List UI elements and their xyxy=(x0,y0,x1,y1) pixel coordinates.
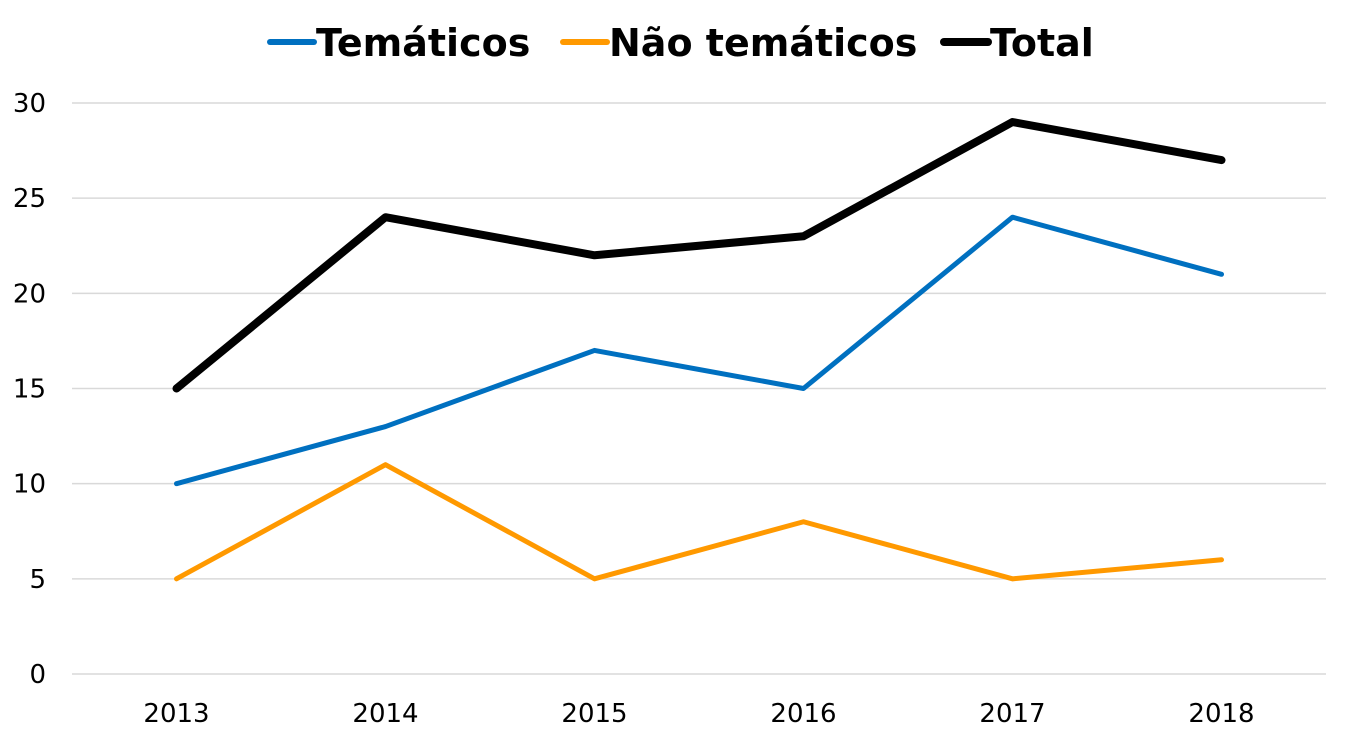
legend: Temáticos Não temáticos Total xyxy=(267,21,1094,65)
x-tick-label: 2017 xyxy=(979,699,1045,729)
y-tick-label: 20 xyxy=(13,279,46,309)
y-tick-label: 30 xyxy=(13,89,46,119)
series-line-nao-tematicos xyxy=(174,462,1224,582)
y-tick-label: 0 xyxy=(29,660,46,690)
x-tick-label: 2015 xyxy=(561,699,627,729)
gridlines xyxy=(72,102,1326,675)
series-lines xyxy=(172,118,1226,582)
y-tick-label: 25 xyxy=(13,184,46,214)
y-tick-label: 15 xyxy=(13,375,46,405)
y-tick-label: 10 xyxy=(13,470,46,500)
y-axis-tick-labels: 0 5 10 15 20 25 30 xyxy=(13,89,46,690)
legend-label-tematicos: Temáticos xyxy=(316,21,530,65)
x-tick-label: 2013 xyxy=(143,699,209,729)
x-tick-label: 2016 xyxy=(770,699,836,729)
y-tick-label: 5 xyxy=(29,565,46,595)
legend-label-nao-tematicos: Não temáticos xyxy=(609,21,917,65)
x-axis-tick-labels: 2013 2014 2015 2016 2017 2018 xyxy=(143,699,1254,729)
x-tick-label: 2018 xyxy=(1188,699,1254,729)
x-tick-label: 2014 xyxy=(352,699,418,729)
series-line-tematicos xyxy=(174,214,1224,487)
series-line-total xyxy=(172,118,1226,393)
legend-label-total: Total xyxy=(990,21,1094,65)
